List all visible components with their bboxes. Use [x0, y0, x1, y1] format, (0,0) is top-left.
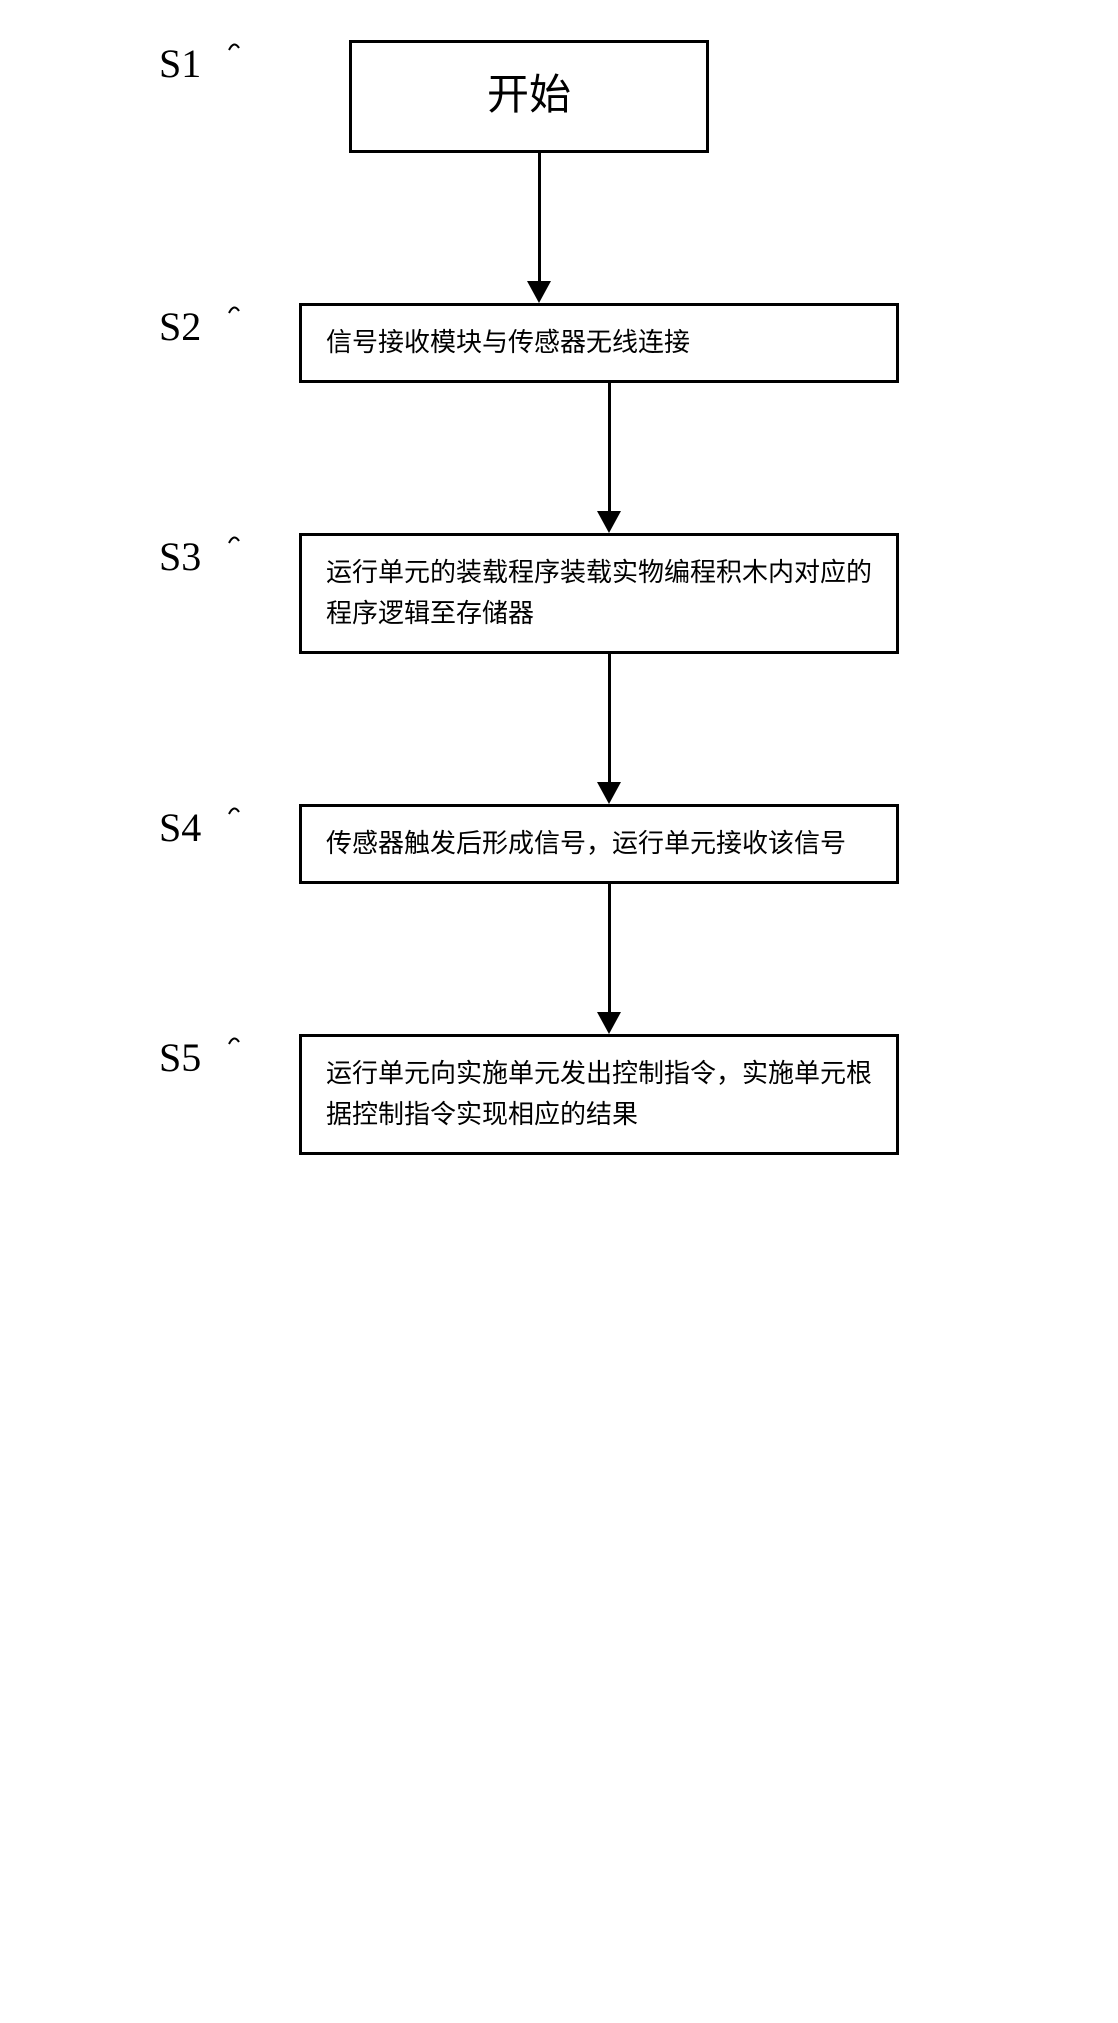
- process-box: 运行单元的装载程序装载实物编程积木内对应的程序逻辑至存储器: [299, 533, 899, 654]
- step-label: S3: [159, 533, 201, 580]
- arrow-connector: [597, 383, 621, 533]
- step-s1: S1 开始: [159, 40, 959, 153]
- process-box: 运行单元向实施单元发出控制指令，实施单元根据控制指令实现相应的结果: [299, 1034, 899, 1155]
- step-s2: S2 信号接收模块与传感器无线连接: [159, 303, 959, 383]
- step-label: S4: [159, 804, 201, 851]
- step-label: S2: [159, 303, 201, 350]
- arrow-connector: [527, 153, 551, 303]
- arrow-connector: [597, 654, 621, 804]
- arrow-connector: [597, 884, 621, 1034]
- step-s3: S3 运行单元的装载程序装载实物编程积木内对应的程序逻辑至存储器: [159, 533, 959, 654]
- step-s5: S5 运行单元向实施单元发出控制指令，实施单元根据控制指令实现相应的结果: [159, 1034, 959, 1155]
- process-box: 传感器触发后形成信号，运行单元接收该信号: [299, 804, 899, 884]
- step-label: S1: [159, 40, 201, 87]
- step-s4: S4 传感器触发后形成信号，运行单元接收该信号: [159, 804, 959, 884]
- flowchart-container: S1 开始 S2 信号接收模块与传感器无线连接 S3 运行单元的装载程序装载实物编程积木内…: [159, 40, 959, 1155]
- step-label: S5: [159, 1034, 201, 1081]
- start-box: 开始: [349, 40, 709, 153]
- process-box: 信号接收模块与传感器无线连接: [299, 303, 899, 383]
